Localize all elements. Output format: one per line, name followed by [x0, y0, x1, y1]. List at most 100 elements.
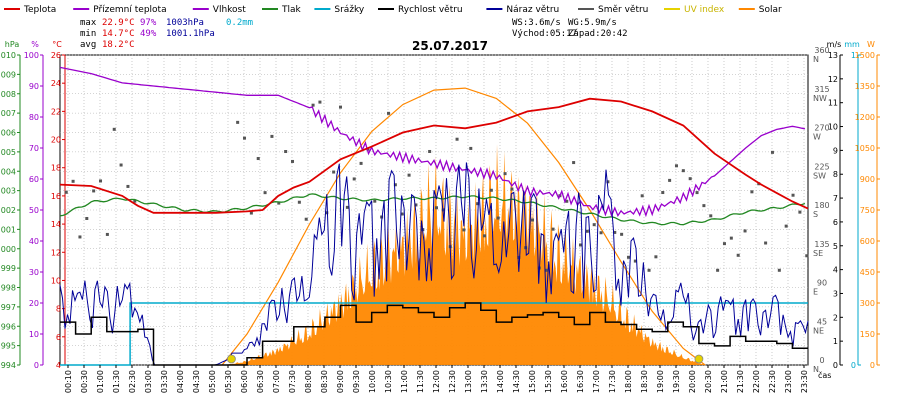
wind-direction-point — [626, 255, 630, 259]
wind-direction-point — [386, 111, 390, 115]
wind-direction-point — [455, 137, 459, 141]
wind-direction-point — [674, 164, 678, 168]
wind-direction-point — [78, 235, 82, 239]
wind-direction-point — [400, 212, 404, 216]
legend-label-3: Tlak — [281, 5, 302, 15]
right-tick-label: 2 — [833, 313, 838, 322]
right-tick-label: 5 — [833, 242, 838, 251]
right-tick-label: 1350 — [855, 82, 875, 91]
left-tick-label: 1008 — [0, 90, 16, 99]
legend-label-4: Srážky — [334, 5, 365, 15]
left-tick-label: 10 — [29, 330, 39, 339]
x-tick-label: 22:00 — [752, 370, 761, 393]
wind-direction-point — [764, 241, 768, 245]
wind-direction-point — [263, 191, 267, 195]
left-tick-label: 12 — [51, 248, 61, 257]
dir-name-label: N — [813, 365, 819, 374]
left-tick-label: 1010 — [0, 51, 16, 60]
wind-direction-point — [770, 150, 774, 154]
left-tick-label: 1003 — [0, 187, 16, 196]
wind-direction-point — [668, 178, 672, 182]
left-tick-label: 24 — [51, 79, 61, 88]
wind-direction-point — [332, 170, 336, 174]
wind-direction-point — [702, 204, 706, 208]
right-tick-label: 0 — [833, 361, 838, 370]
wind-speed-avg: WS:3.6m/s — [512, 18, 561, 28]
wind-direction-point — [476, 202, 480, 206]
wind-direction-point — [414, 203, 418, 207]
wind-direction-point — [777, 268, 781, 272]
wind-direction-point — [784, 224, 788, 228]
wind-direction-point — [530, 218, 534, 222]
left-tick-label: 1006 — [0, 129, 16, 138]
x-tick-label: 18:30 — [640, 370, 649, 393]
left-tick-label: 22 — [51, 107, 61, 116]
legend-label-6: Náraz větru — [506, 5, 559, 15]
wind-direction-point — [620, 232, 624, 236]
stats-max-rain: 0.2mm — [226, 18, 253, 28]
wind-direction-point — [716, 268, 720, 272]
solar-area — [225, 144, 706, 365]
wind-direction-point — [366, 147, 370, 151]
left-axis-unit-1: % — [31, 40, 39, 49]
left-tick-label: 60 — [29, 175, 39, 184]
right-axes: m/s012345678910111213mm01W01503004506007… — [813, 40, 880, 374]
wind-direction-point — [722, 242, 726, 246]
x-tick-label: 16:00 — [560, 370, 569, 393]
x-tick-label: 11:00 — [400, 370, 409, 393]
wind-direction-point — [243, 136, 247, 140]
x-tick-label: 18:00 — [624, 370, 633, 393]
left-tick-label: 20 — [51, 136, 61, 145]
dir-deg-label: 315 — [814, 85, 829, 94]
x-tick-label: 21:00 — [720, 370, 729, 393]
x-tick-label: 14:30 — [512, 370, 521, 393]
wind-direction-point — [119, 163, 123, 167]
right-tick-label: 900 — [860, 175, 875, 184]
legend-label-8: UV index — [684, 5, 725, 15]
wind-direction-point — [434, 206, 438, 210]
sunrise-time: Východ:05:17 — [512, 29, 577, 39]
x-tick-label: 12:30 — [448, 370, 457, 393]
x-tick-label: 20:00 — [688, 370, 697, 393]
right-axis-unit-1: mm — [844, 40, 860, 49]
solar-max-line — [221, 87, 706, 366]
legend-label-0: Teplota — [23, 5, 56, 15]
right-tick-label: 8 — [833, 170, 838, 179]
left-tick-label: 26 — [51, 51, 61, 60]
right-tick-label: 1 — [833, 337, 838, 346]
x-tick-label: 23:30 — [800, 370, 809, 393]
legend-label-1: Přízemní teplota — [93, 5, 166, 15]
x-tick-label: 17:00 — [592, 370, 601, 393]
left-tick-label: 1005 — [0, 148, 16, 157]
left-tick-label: 1001 — [0, 225, 16, 234]
chart-title: 25.07.2017 — [412, 39, 488, 53]
x-tick-label: 15:00 — [528, 370, 537, 393]
wind-direction-point — [256, 157, 260, 161]
x-tick-label: 13:30 — [480, 370, 489, 393]
legend-label-5: Rychlost větru — [398, 5, 463, 15]
dir-name-label: SE — [813, 249, 823, 258]
wind-direction-point — [599, 231, 603, 235]
left-tick-label: 1009 — [0, 70, 16, 79]
wind-direction-point — [126, 184, 130, 188]
wind-direction-point — [297, 200, 301, 204]
stats-min-hum: 49% — [140, 29, 157, 39]
x-tick-label: 10:30 — [384, 370, 393, 393]
left-tick-label: 10 — [51, 276, 61, 285]
x-tick-label: 00:10 — [64, 370, 73, 393]
wind-direction-point — [407, 173, 411, 177]
left-tick-label: 8 — [56, 305, 61, 314]
x-tick-label: 22:30 — [768, 370, 777, 393]
stats-avg-label: avg — [80, 40, 96, 50]
right-tick-label: 300 — [860, 299, 875, 308]
wind-gust-max: WG:5.9m/s — [568, 18, 617, 28]
dir-name-label: NE — [813, 326, 824, 335]
wind-direction-point — [489, 188, 493, 192]
right-tick-label: 600 — [860, 237, 875, 246]
grid — [59, 54, 809, 366]
dir-deg-label: 135 — [814, 240, 829, 249]
uv-marker-1 — [694, 354, 704, 364]
wind-direction-point — [462, 228, 466, 232]
